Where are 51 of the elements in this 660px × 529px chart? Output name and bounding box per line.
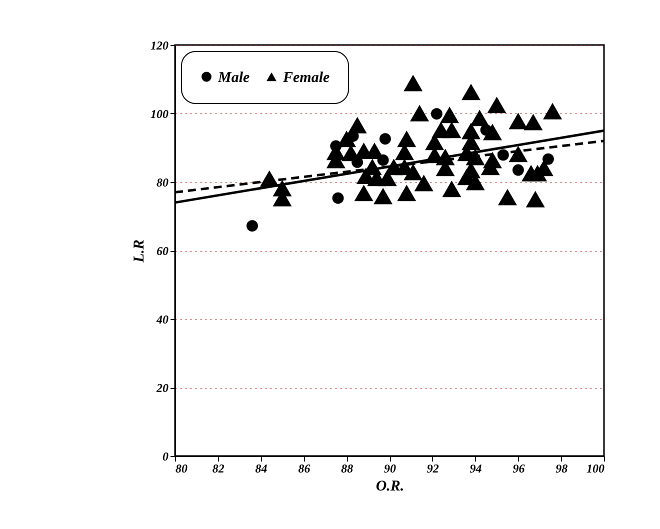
x-tick-label: 88: [341, 462, 354, 476]
point: [354, 184, 374, 202]
y-tick-label: 120: [150, 38, 168, 52]
y-tick-label: 80: [156, 176, 168, 190]
point: [397, 184, 416, 202]
legend-label: Male: [217, 70, 250, 86]
point: [374, 188, 393, 204]
x-tick-label: 86: [298, 462, 310, 476]
point: [404, 74, 423, 92]
x-tick-label: 80: [176, 462, 188, 476]
point: [404, 164, 423, 180]
point: [462, 84, 481, 100]
point: [543, 102, 562, 120]
point: [410, 104, 430, 122]
y-tick-label: 40: [156, 312, 168, 326]
y-tick-label: 0: [162, 450, 168, 464]
y-tick-label: 60: [156, 244, 168, 258]
x-tick-label: 84: [255, 462, 268, 476]
x-tick-label: 100: [586, 462, 604, 476]
point: [397, 130, 416, 148]
point: [542, 153, 554, 165]
point: [524, 114, 543, 130]
point: [508, 146, 528, 162]
point: [482, 124, 502, 140]
point: [508, 112, 528, 130]
point: [332, 192, 344, 204]
point: [414, 174, 434, 192]
point: [470, 110, 490, 126]
y-axis-title: L.R: [132, 240, 148, 264]
point: [246, 220, 258, 232]
point: [526, 190, 545, 208]
point: [379, 133, 391, 145]
x-tick-label: 94: [470, 462, 482, 476]
x-tick-label: 92: [426, 462, 439, 476]
x-tick-label: 90: [384, 462, 396, 476]
point: [498, 188, 517, 206]
point: [442, 122, 462, 138]
y-tick-label: 20: [156, 381, 168, 395]
point: [512, 164, 524, 176]
x-tick-label: 98: [556, 462, 568, 476]
x-tick-label: 82: [212, 462, 224, 476]
legend-label: Female: [282, 70, 330, 86]
point: [442, 180, 462, 198]
point: [430, 108, 442, 120]
point: [440, 106, 460, 124]
x-tick-label: 96: [512, 462, 525, 476]
point: [487, 96, 506, 114]
y-tick-label: 100: [150, 107, 168, 121]
point: [378, 170, 397, 186]
x-axis-title: O.R.: [376, 478, 404, 494]
point: [348, 116, 367, 134]
